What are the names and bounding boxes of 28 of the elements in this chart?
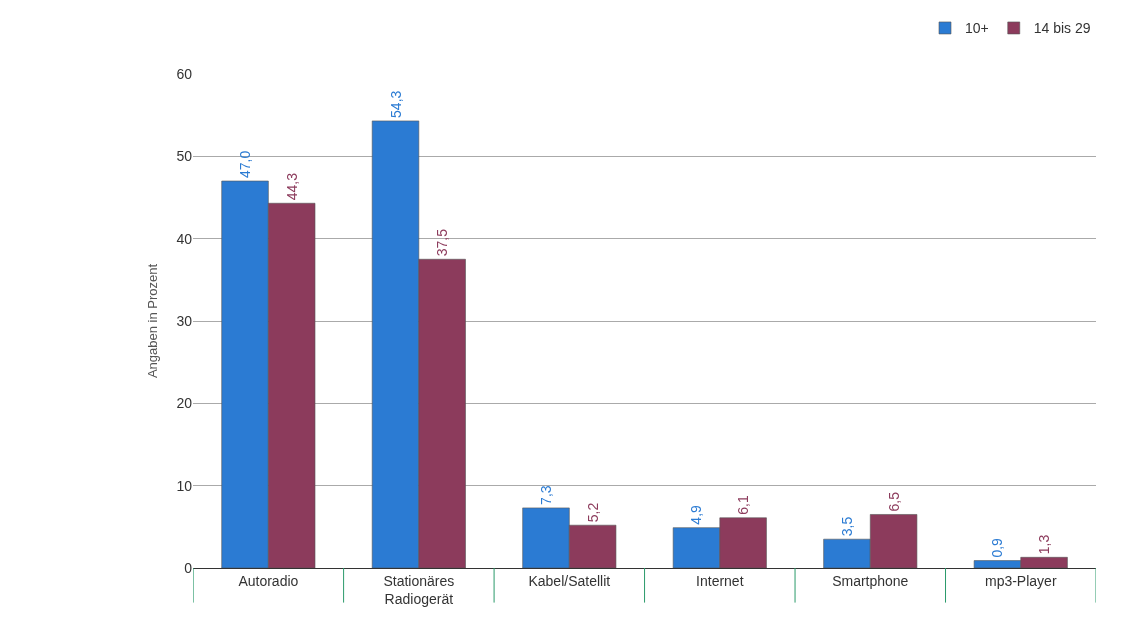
data-label: 44,3 <box>283 172 300 201</box>
data-label: 54,3 <box>387 90 404 118</box>
x-tick-label: Kabel/Satellit <box>528 572 611 589</box>
data-label: 0,9 <box>989 537 1006 558</box>
legend-label: 10+ <box>965 20 989 37</box>
data-label: 7,3 <box>537 485 554 505</box>
y-tick-label: 20 <box>176 395 193 412</box>
x-tick-label: mp3-Player <box>984 572 1057 589</box>
y-tick-label: 40 <box>176 230 193 247</box>
y-tick-label: 10 <box>176 477 193 494</box>
x-tick-label: Autoradio <box>238 572 299 589</box>
data-label: 47,0 <box>237 150 254 179</box>
y-tick-label: 30 <box>176 312 193 329</box>
data-label: 6,1 <box>735 495 752 515</box>
data-label: 37,5 <box>434 228 451 257</box>
data-label: 1,3 <box>1036 534 1053 555</box>
x-tick-label: Internet <box>696 572 744 589</box>
x-tick-label: Stationäres Radiogerät <box>383 572 455 607</box>
y-tick-label: 60 <box>176 65 193 82</box>
data-label: 5,2 <box>584 502 601 523</box>
data-label: 4,9 <box>688 504 705 525</box>
y-axis-title: Angaben in Prozent <box>145 263 161 379</box>
data-label: 6,5 <box>885 491 902 512</box>
data-label: 3,5 <box>838 516 855 537</box>
legend-label: 14 bis 29 <box>1033 20 1091 37</box>
y-tick-label: 50 <box>176 148 193 165</box>
y-tick-label: 0 <box>184 559 193 576</box>
x-tick-label: Smartphone <box>832 572 909 589</box>
